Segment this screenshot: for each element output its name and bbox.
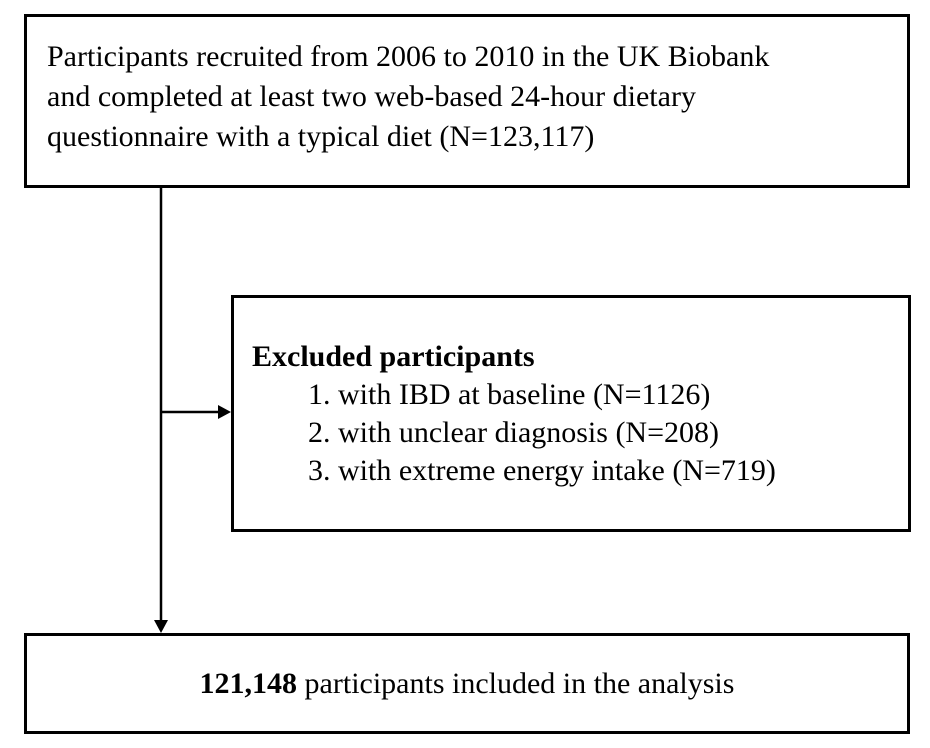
recruitment-text-line-2: and completed at least two web-based 24-… [47, 80, 696, 113]
exclusion-arrowhead [218, 405, 231, 419]
included-box: 121,148 participants included in the ana… [24, 633, 910, 734]
main-arrowhead [154, 620, 168, 633]
recruitment-text-line-1: Participants recruited from 2006 to 2010… [47, 40, 770, 73]
exclusion-title: Excluded participants [252, 340, 535, 373]
recruitment-box: Participants recruited from 2006 to 2010… [24, 14, 910, 188]
exclusion-item-ibd: 1. with IBD at baseline (N=1126) [308, 378, 711, 411]
exclusion-item-unclear-diagnosis: 2. with unclear diagnosis (N=208) [308, 416, 720, 449]
recruitment-text-line-3: questionnaire with a typical diet (N=123… [47, 120, 595, 153]
included-text: participants included in the analysis [297, 666, 735, 700]
exclusion-box: Excluded participants 1. with IBD at bas… [231, 295, 911, 532]
exclusion-item-extreme-energy: 3. with extreme energy intake (N=719) [308, 454, 776, 487]
included-count: 121,148 [199, 666, 298, 700]
